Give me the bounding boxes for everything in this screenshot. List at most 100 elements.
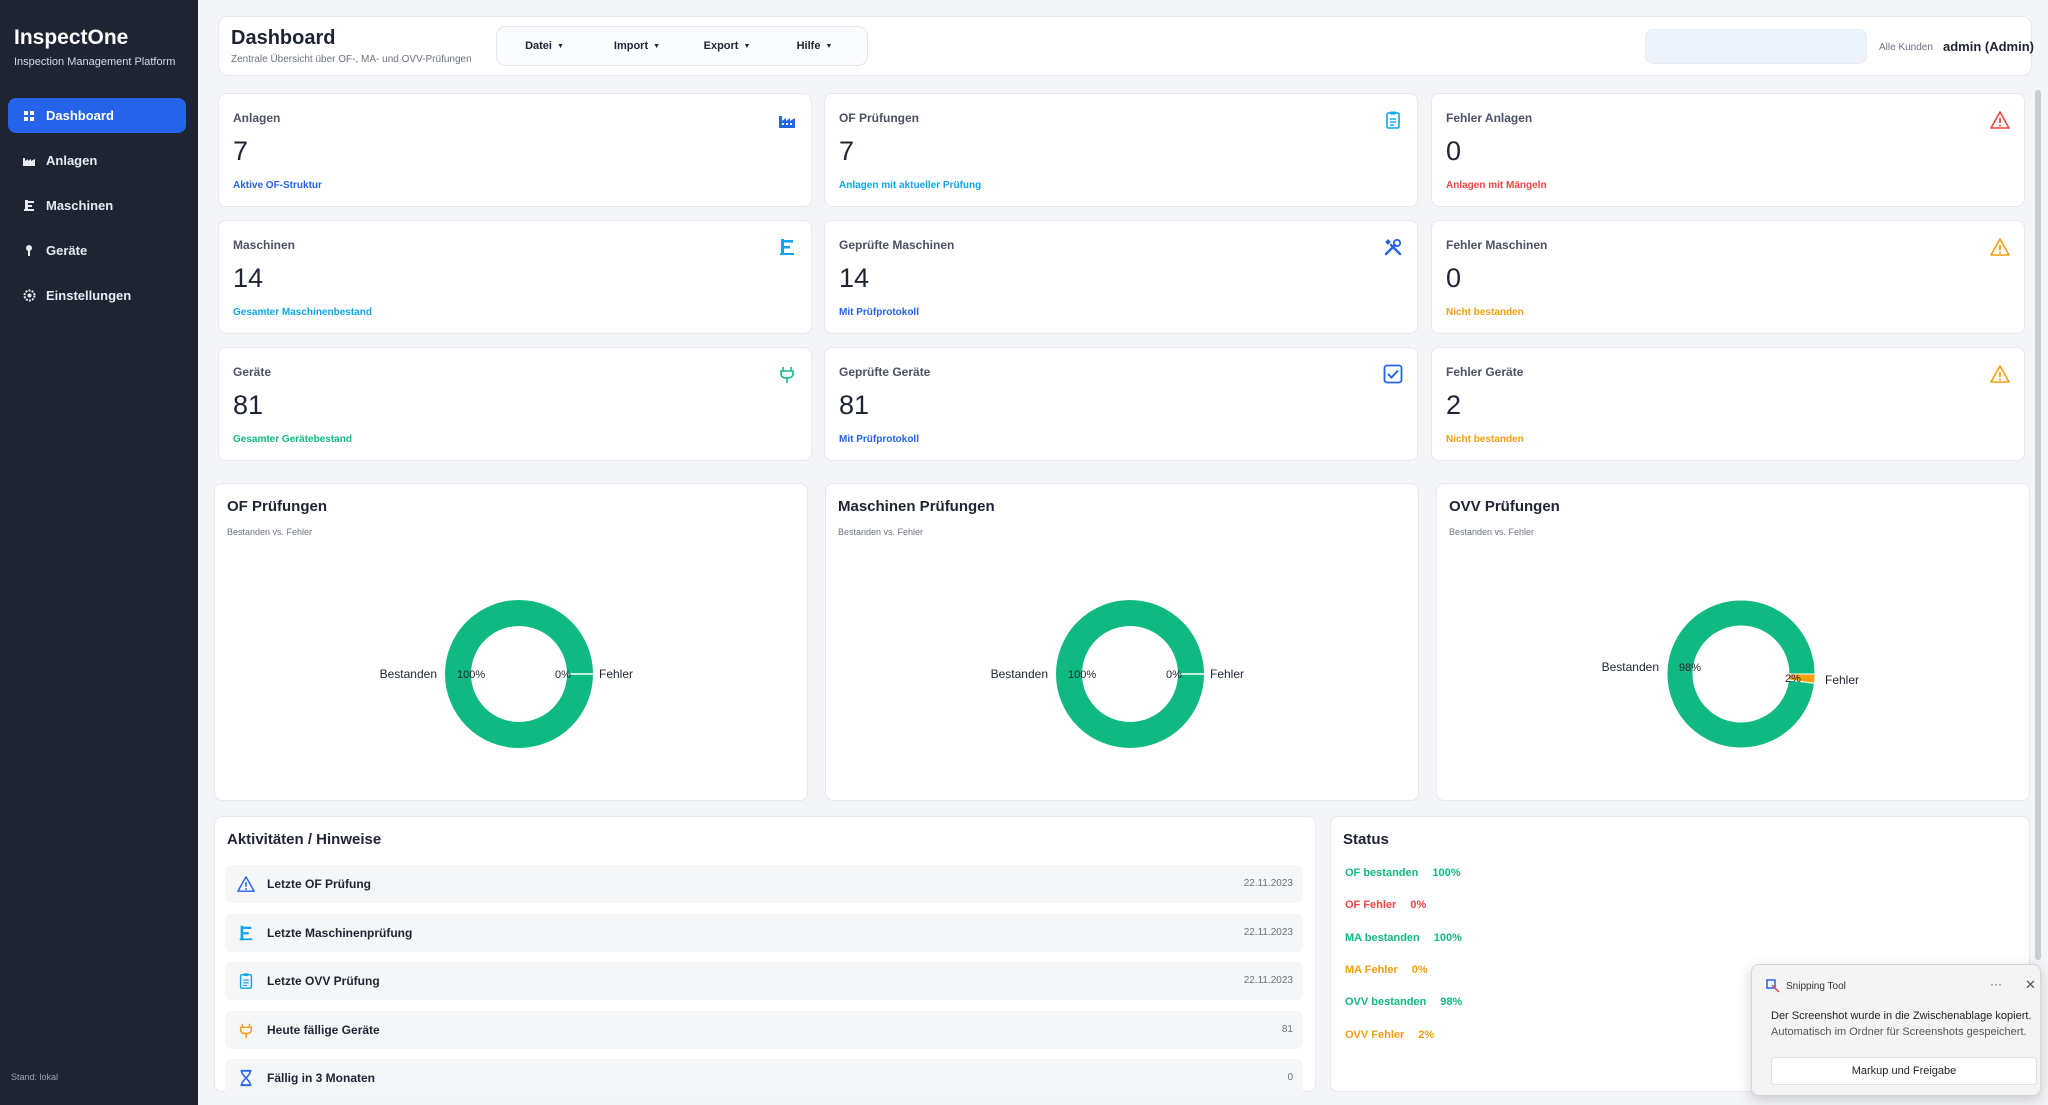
stat-card-value: 2 (1446, 390, 1462, 420)
activity-label: Letzte OVV Prüfung (267, 974, 380, 988)
legend-label-bestanden: Bestanden (1602, 660, 1659, 674)
stat-card-description: Mit Prüfprotokoll (839, 434, 919, 445)
activity-row[interactable]: Letzte OF Prüfung 22.11.2023 (225, 865, 1303, 903)
status-row: MA bestanden 100% (1345, 932, 1462, 944)
activity-label: Fällig in 3 Monaten (267, 1071, 376, 1085)
legend-label-fehler: Fehler (1825, 673, 1859, 687)
menu-datei-button[interactable]: Datei ▼ (497, 32, 592, 60)
markup-share-button[interactable]: Markup und Freigabe (1771, 1057, 2037, 1085)
activity-row[interactable]: Fällig in 3 Monaten 0 (225, 1059, 1303, 1097)
close-icon[interactable]: ✕ (2025, 977, 2036, 992)
activities-panel: Aktivitäten / Hinweise Letzte OF Prüfung… (214, 816, 1316, 1097)
stat-card-label: Geprüfte Maschinen (839, 238, 955, 252)
scrollbar[interactable] (2035, 90, 2041, 960)
caret-down-icon: ▼ (653, 42, 661, 50)
warning-icon (1990, 237, 2010, 257)
status-label: OF Fehler (1345, 899, 1397, 912)
chart-panel-1: Maschinen Prüfungen Bestanden vs. Fehler… (825, 483, 1419, 801)
caret-down-icon: ▼ (743, 42, 751, 50)
clipboard-icon (1383, 110, 1403, 130)
donut-chart: Bestanden 100% 0% Fehler (991, 600, 1244, 748)
stat-card-value: 7 (839, 136, 855, 166)
stat-card-4[interactable]: Geprüfte Maschinen 14 Mit Prüfprotokoll (824, 220, 1418, 334)
status-row: OVV bestanden 98% (1345, 996, 1462, 1008)
sidebar-item-label: Dashboard (46, 108, 114, 123)
bestanden-slice[interactable] (1666, 599, 1816, 749)
activity-value: 81 (1281, 1023, 1293, 1035)
stat-card-description: Gesamter Maschinenbestand (233, 307, 372, 318)
menu-label: Export (703, 40, 739, 52)
stat-card-description: Aktive OF-Struktur (233, 180, 322, 191)
activity-row[interactable]: Letzte Maschinenprüfung 22.11.2023 (225, 913, 1303, 952)
stat-card-7[interactable]: Geprüfte Geräte 81 Mit Prüfprotokoll (824, 347, 1418, 461)
menu-export-button[interactable]: Export ▼ (682, 32, 772, 60)
stat-card-value: 81 (233, 390, 264, 420)
header-search-field[interactable] (1645, 29, 1867, 64)
checkbox-icon (1383, 364, 1403, 384)
stat-card-5[interactable]: Fehler Maschinen 0 Nicht bestanden (1431, 220, 2025, 334)
chart-subtitle: Bestanden vs. Fehler (227, 527, 313, 537)
app-subtitle: Inspection Management Platform (14, 56, 176, 68)
menu-import-button[interactable]: Import ▼ (592, 32, 682, 60)
status-value: 98% (1440, 996, 1463, 1009)
activity-label: Letzte Maschinenprüfung (267, 925, 413, 940)
activity-row[interactable]: Heute fällige Geräte 81 (225, 1010, 1303, 1049)
sidebar-item-dashboard[interactable]: Dashboard (8, 98, 186, 133)
activity-value: 22.11.2023 (1243, 975, 1293, 986)
pin-icon (20, 245, 38, 256)
stat-card-value: 7 (233, 136, 249, 166)
factory-icon (20, 155, 38, 166)
warning-icon (237, 875, 255, 893)
stat-card-description: Mit Prüfprotokoll (839, 307, 919, 318)
donut-chart: Bestanden 100% 0% Fehler (380, 600, 633, 748)
stat-card-1[interactable]: OF Prüfungen 7 Anlagen mit aktueller Prü… (824, 93, 1418, 207)
sidebar-item-geraete[interactable]: Geräte (8, 233, 186, 268)
customer-filter[interactable]: Alle Kunden (1879, 42, 1933, 53)
status-panel: Status OF bestanden 100% OF Fehler 0% MA bes… (1330, 816, 2030, 1092)
header-bar: Dashboard Zentrale Übersicht über OF-, M… (218, 16, 2034, 76)
chart-title: Maschinen Prüfungen (838, 498, 995, 515)
stat-card-3[interactable]: Maschinen 14 Gesamter Maschinenbestand (218, 220, 812, 334)
more-options-icon[interactable]: ··· (1990, 977, 2002, 991)
stat-card-value: 14 (233, 263, 264, 293)
stat-card-label: Geprüfte Geräte (839, 365, 931, 379)
stat-card-2[interactable]: Fehler Anlagen 0 Anlagen mit Mängeln (1431, 93, 2025, 207)
app-name: InspectOne (14, 26, 129, 49)
stat-card-description: Anlagen mit Mängeln (1446, 180, 1547, 191)
stat-card-8[interactable]: Fehler Geräte 2 Nicht bestanden (1431, 347, 2025, 461)
fehler-slice[interactable] (1788, 673, 1816, 684)
menu-label: Hilfe (796, 40, 821, 52)
tools-icon (1383, 237, 1403, 257)
menu-hilfe-button[interactable]: Hilfe ▼ (772, 32, 857, 60)
status-row: OVV Fehler 2% (1345, 1029, 1434, 1041)
stat-card-value: 0 (1446, 136, 1462, 166)
sidebar-item-einstellungen[interactable]: Einstellungen (8, 278, 186, 313)
activity-row[interactable]: Letzte OVV Prüfung 22.11.2023 (225, 962, 1303, 1000)
page-title: Dashboard (231, 27, 336, 49)
user-account[interactable]: admin (Admin) (1943, 39, 2034, 54)
activity-value: 22.11.2023 (1243, 926, 1293, 938)
activity-label: Letzte OF Prüfung (267, 877, 371, 891)
donut-chart: Bestanden 98% 2% Fehler (1602, 599, 1859, 749)
sidebar-item-maschinen[interactable]: Maschinen (8, 188, 186, 223)
activity-value: 0 (1287, 1072, 1293, 1083)
stat-card-0[interactable]: Anlagen 7 Aktive OF-Struktur (218, 93, 812, 207)
legend-label-fehler: Fehler (599, 667, 633, 681)
chart-panel-0: OF Prüfungen Bestanden vs. Fehler Bestand… (214, 483, 808, 801)
status-label: OF bestanden (1345, 867, 1419, 879)
machine-icon (237, 924, 255, 942)
stat-card-label: Fehler Maschinen (1446, 238, 1548, 252)
sidebar-item-label: Maschinen (46, 198, 114, 213)
menu-label: Datei (525, 40, 552, 52)
notification-detail: Automatisch im Ordner für Screenshots ge… (1771, 1026, 2027, 1038)
data-label-fehler: 0% (555, 669, 571, 681)
sidebar-item-anlagen[interactable]: Anlagen (8, 143, 186, 178)
data-label-fehler: 0% (1166, 669, 1182, 681)
snipping-tool-notification: Snipping Tool ··· ✕ Der Screenshot wurde… (1751, 964, 2041, 1096)
activity-value: 22.11.2023 (1243, 878, 1293, 889)
page-subtitle: Zentrale Übersicht über OF-, MA- und OVV… (231, 54, 472, 65)
plug-icon (777, 364, 797, 384)
stat-card-label: Maschinen (233, 238, 296, 252)
legend-label-fehler: Fehler (1210, 667, 1244, 681)
stat-card-6[interactable]: Geräte 81 Gesamter Gerätebestand (218, 347, 812, 461)
